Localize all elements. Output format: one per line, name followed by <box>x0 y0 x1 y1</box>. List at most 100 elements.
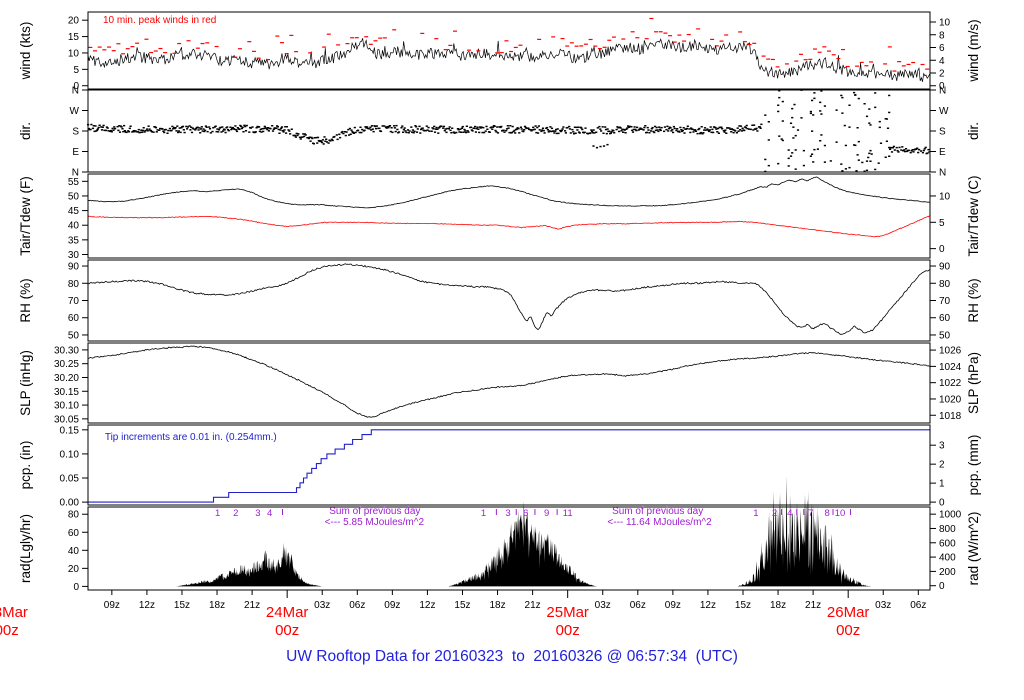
svg-text:2: 2 <box>772 508 777 519</box>
svg-text:10: 10 <box>835 508 846 519</box>
panel-temp: 30 35 40 45 50 55 0 5 10 Tair/Tdew (F) Tair/Tdew (… <box>18 173 981 261</box>
panel-frame-rh <box>87 259 931 342</box>
series-wind-direction <box>87 89 931 173</box>
xtick-day-label: 25Mar <box>546 604 589 621</box>
xtick-label: 18z <box>209 600 225 611</box>
ytick-right-temp: 5 <box>939 218 945 229</box>
xtick-label: 06z <box>910 600 926 611</box>
xtick-day-label: 23Mar <box>0 604 28 621</box>
ytick-left-temp: 40 <box>68 221 80 232</box>
xtick-day-hour: 00z <box>0 622 19 639</box>
axis-label-dir-left: dir. <box>18 122 33 140</box>
ytick-left-slp: 30.20 <box>54 373 79 384</box>
ytick-left-wind: 10 <box>68 48 80 59</box>
axis-label-rh-left: RH (%) <box>18 278 33 322</box>
svg-text:11: 11 <box>563 508 573 519</box>
svg-text:3: 3 <box>255 508 260 519</box>
ytick-left-rad: 20 <box>68 564 80 575</box>
ytick-left-rh: 90 <box>68 262 80 273</box>
ytick-right-wind: 4 <box>939 56 945 67</box>
axis-label-dir-right: dir. <box>966 122 981 140</box>
ytick-right-dir: N <box>939 86 946 97</box>
series-precip-accumulated <box>88 429 930 503</box>
xtick-label: 03z <box>595 600 611 611</box>
ytick-left-pcp: 0.15 <box>60 425 80 436</box>
xtick-day-label: 24Mar <box>266 604 309 621</box>
xtick-label: 21z <box>805 600 821 611</box>
xtick-label: 03z <box>314 600 330 611</box>
axis-label-rh-right: RH (%) <box>966 278 981 322</box>
axis-label-pcp-left: pcp. (in) <box>18 441 33 490</box>
ytick-left-slp: 30.05 <box>54 414 79 425</box>
xtick-day-hour: 00z <box>556 622 580 639</box>
ytick-right-wind: 0 <box>939 81 945 92</box>
svg-text:2: 2 <box>233 508 238 519</box>
ytick-right-rad: 0 <box>939 581 945 592</box>
ytick-right-rh: 50 <box>939 330 951 341</box>
x-axis: 23Mar00z09z12z15z18z21z24Mar00z03z06z09z… <box>0 590 926 639</box>
panel-slp: 30.05 30.10 30.15 30.20 30.25 30.30 1018 1020 10… <box>18 342 981 425</box>
axis-label-wind-right: wind (m/s) <box>966 19 981 82</box>
ytick-left-slp: 30.10 <box>54 401 79 412</box>
panel-pcp: 0.00 0.05 0.10 0.15 0 1 2 3 pcp. (in) pcp. (mm) Ti… <box>18 424 981 509</box>
ytick-left-slp: 30.30 <box>54 345 79 356</box>
annotation-rad: <--- 11.64 MJoules/m^2 <box>607 517 712 528</box>
ytick-left-dir: S <box>72 127 79 138</box>
xtick-label: 15z <box>454 600 470 611</box>
ytick-left-dir: E <box>72 147 79 158</box>
figure-title: UW Rooftop Data for 20160323 to 20160326… <box>286 648 738 665</box>
xtick-label: 21z <box>525 600 541 611</box>
panel-frame-slp <box>87 342 931 424</box>
ytick-right-rad: 200 <box>939 567 956 578</box>
axis-label-rad-left: rad(Lgly/hr) <box>18 514 33 583</box>
ytick-left-temp: 30 <box>68 250 80 261</box>
ytick-left-temp: 45 <box>68 206 80 217</box>
ytick-left-wind: 15 <box>68 32 80 43</box>
panel-frame-pcp <box>87 424 931 506</box>
ytick-left-temp: 50 <box>68 191 80 202</box>
xtick-label: 12z <box>419 600 435 611</box>
ytick-right-dir: S <box>939 127 946 138</box>
series-relative-humidity <box>87 263 930 335</box>
ytick-right-dir: N <box>939 168 946 179</box>
xtick-label: 18z <box>489 600 505 611</box>
annotation-pcp: Tip increments are 0.01 in. (0.254mm.) <box>105 432 277 443</box>
xtick-label: 12z <box>139 600 155 611</box>
ytick-right-rh: 80 <box>939 279 951 290</box>
series-sea-level-pressure <box>87 345 930 418</box>
ytick-right-rad: 800 <box>939 524 956 535</box>
ytick-left-dir: W <box>70 106 80 117</box>
ytick-left-rad: 80 <box>68 510 80 521</box>
ytick-right-slp: 1026 <box>939 346 962 357</box>
ytick-right-slp: 1020 <box>939 394 962 405</box>
ytick-left-rad: 60 <box>68 528 80 539</box>
ytick-left-rad: 40 <box>68 546 80 557</box>
xtick-label: 09z <box>384 600 400 611</box>
svg-text:1: 1 <box>481 508 486 519</box>
xtick-label: 06z <box>349 600 365 611</box>
ytick-right-rh: 60 <box>939 313 951 324</box>
ytick-right-rh: 70 <box>939 296 951 307</box>
xtick-label: 09z <box>665 600 681 611</box>
axis-label-slp-right: SLP (hPa) <box>966 352 981 414</box>
xtick-label: 09z <box>104 600 120 611</box>
ytick-left-pcp: 0.00 <box>60 498 80 509</box>
annotation-rad: <--- 5.85 MJoules/m^2 <box>325 517 425 528</box>
ytick-left-rh: 60 <box>68 313 80 324</box>
svg-text:1: 1 <box>215 508 220 519</box>
series-wind-speed-kts <box>87 38 930 82</box>
svg-text:9: 9 <box>544 508 549 519</box>
axis-label-temp-left: Tair/Tdew (F) <box>18 176 33 256</box>
svg-text:8: 8 <box>824 508 829 519</box>
axis-label-slp-left: SLP (inHg) <box>18 350 33 416</box>
ytick-right-rad: 1000 <box>939 510 962 521</box>
ytick-right-slp: 1018 <box>939 411 962 422</box>
ytick-right-wind: 10 <box>939 18 951 29</box>
panel-frame-temp <box>87 173 931 259</box>
xtick-label: 15z <box>174 600 190 611</box>
ytick-right-temp: 0 <box>939 244 945 255</box>
ytick-left-temp: 55 <box>68 177 80 188</box>
